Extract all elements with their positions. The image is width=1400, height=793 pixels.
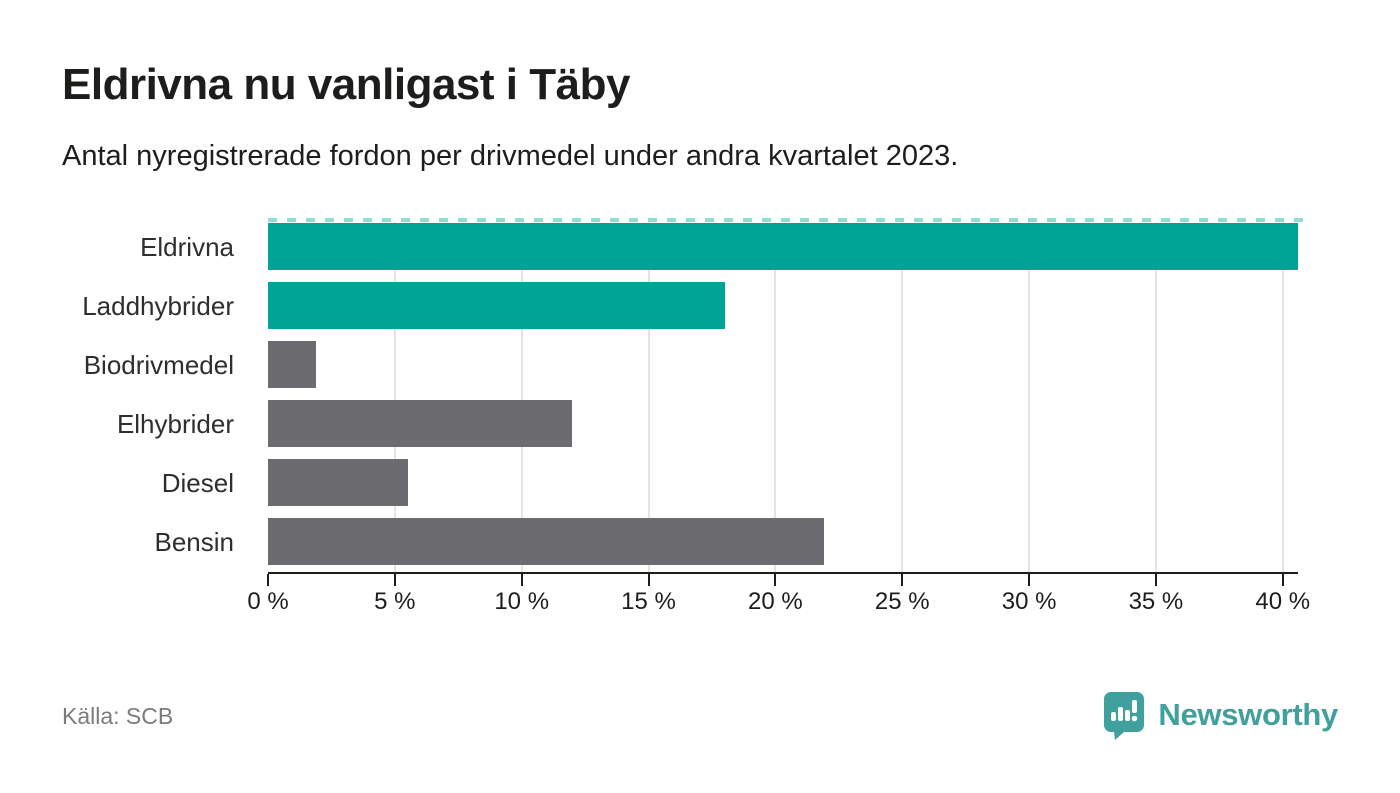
x-axis-tick-label: 35 % (1128, 588, 1184, 615)
gridline (901, 222, 904, 572)
x-axis-tick-label: 5 % (374, 588, 416, 615)
category-label: Eldrivna (140, 232, 234, 262)
bar-row (268, 223, 1298, 270)
category-label: Elhybrider (116, 409, 234, 439)
x-axis-tick (901, 574, 904, 586)
bar-elhybrider (268, 400, 573, 447)
gridline (520, 222, 523, 572)
x-axis-tick (1281, 574, 1284, 586)
chart-title: Eldrivna nu vanligast i Täby (62, 60, 630, 109)
category-label: Biodrivmedel (83, 350, 234, 380)
bar-row (268, 459, 1298, 506)
gridline (1028, 222, 1031, 572)
gridline (1281, 222, 1284, 572)
x-axis-tick-label: 15 % (621, 588, 676, 615)
bar-row (268, 400, 1298, 447)
category-label: Diesel (161, 468, 234, 498)
plot-area (268, 218, 1314, 572)
x-axis-tick-label: 30 % (1001, 588, 1057, 615)
category-axis: Eldrivna Laddhybrider Biodrivmedel Elhybrid… (0, 218, 250, 572)
source-caption: Källa: SCB (62, 703, 174, 729)
bar-bensin (268, 518, 824, 565)
x-axis-tick-label: 20 % (748, 588, 803, 615)
x-axis-tick-label: 10 % (494, 588, 550, 615)
x-axis-line (268, 572, 1298, 574)
x-axis-tick (520, 574, 523, 586)
x-axis-tick (647, 574, 650, 586)
category-label: Bensin (154, 527, 235, 557)
bar-laddhybrider (268, 282, 725, 329)
gridline (647, 222, 650, 572)
x-axis-tick-label: 40 % (1255, 588, 1311, 615)
plot-top-dashed-line (268, 218, 1314, 222)
brand-lockup: Newsworthy (1102, 690, 1338, 740)
gridline (774, 222, 777, 572)
gridline (1154, 222, 1157, 572)
x-axis-tick (1028, 574, 1031, 586)
x-axis-tick-label: 25 % (874, 588, 930, 615)
bar-row (268, 518, 1298, 565)
x-axis-tick (774, 574, 777, 586)
bar-biodrivmedel (268, 341, 317, 388)
x-axis-tick (1154, 574, 1157, 586)
bar-row (268, 341, 1298, 388)
gridline (393, 222, 396, 572)
category-label: Laddhybrider (82, 291, 234, 321)
brand-name: Newsworthy (1158, 697, 1338, 732)
bar-eldrivna (268, 223, 1298, 270)
newsworthy-logo-icon (1104, 692, 1145, 740)
x-axis-tick-label: 0 % (247, 588, 289, 615)
x-axis-tick (393, 574, 396, 586)
x-axis-tick (267, 574, 269, 586)
bar-row (268, 282, 1298, 329)
chart-subtitle: Antal nyregistrerade fordon per drivmede… (62, 140, 959, 172)
bar-diesel (268, 459, 408, 506)
